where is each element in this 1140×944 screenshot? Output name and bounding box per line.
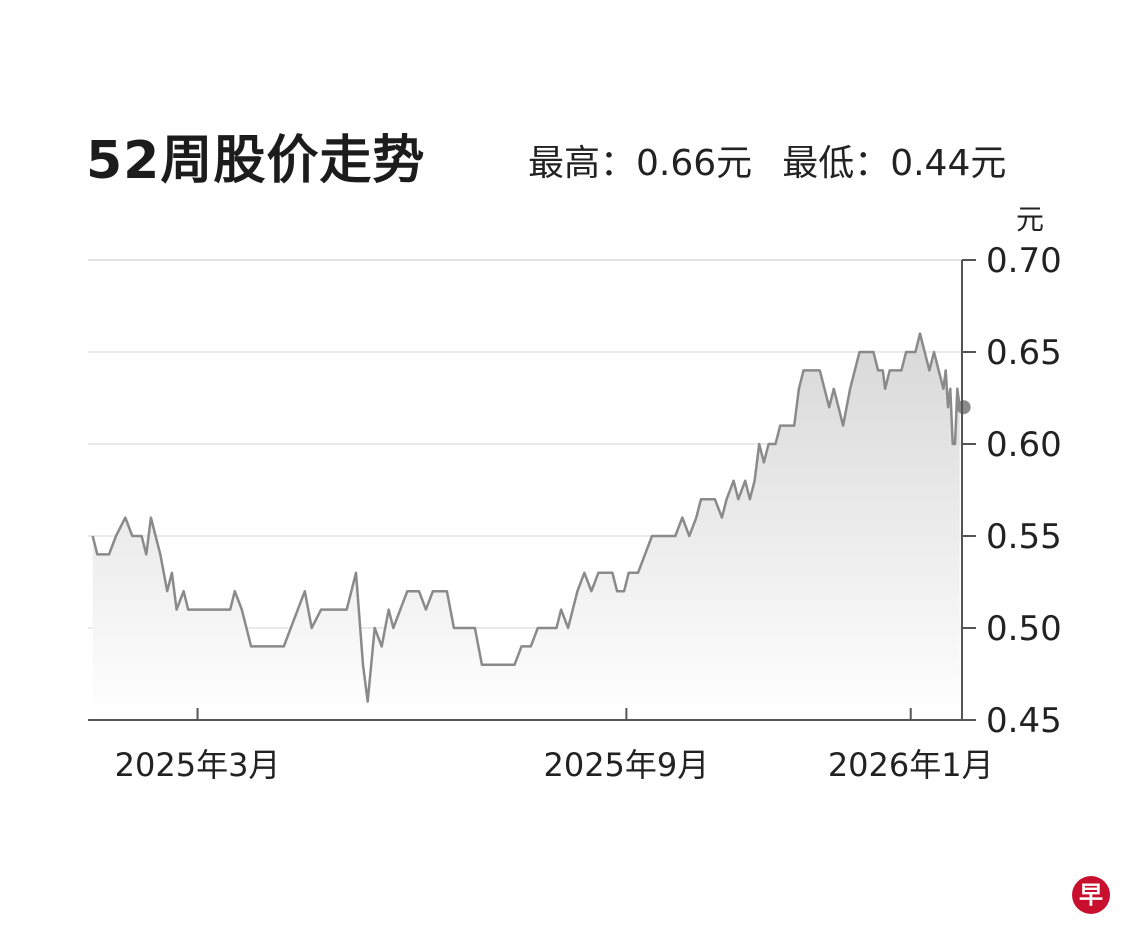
y-tick-label: 0.55 bbox=[986, 517, 1062, 557]
price-range-summary: 最高：0.66元 最低：0.44元 bbox=[528, 134, 1006, 186]
low-label: 最低： bbox=[782, 143, 891, 184]
price-line bbox=[91, 332, 961, 703]
x-tick-label: 2025年9月 bbox=[543, 746, 709, 784]
high-value: 0.66元 bbox=[636, 143, 753, 184]
chart-title: 52周股价走势 bbox=[86, 131, 426, 191]
high-label: 最高： bbox=[528, 143, 637, 184]
y-tick-label: 0.50 bbox=[986, 609, 1062, 649]
y-tick-label: 0.65 bbox=[986, 333, 1062, 373]
y-tick-label: 0.70 bbox=[986, 241, 1062, 281]
low-value: 0.44元 bbox=[890, 143, 1007, 184]
tick-labels: 0.45 0.50 0.55 0.60 0.65 0.70 2025年3月 2025年9月 20… bbox=[115, 241, 1062, 784]
y-axis-unit-label: 元 bbox=[1016, 203, 1045, 236]
y-tick-label: 0.60 bbox=[986, 425, 1062, 465]
last-price-marker bbox=[956, 400, 971, 415]
y-tick-label: 0.45 bbox=[986, 701, 1062, 741]
brand-logo: 早 bbox=[1072, 876, 1110, 914]
price-area-fill bbox=[92, 333, 960, 720]
axes bbox=[88, 259, 976, 721]
x-tick-label: 2025年3月 bbox=[115, 746, 281, 784]
x-tick-label: 2026年1月 bbox=[828, 746, 994, 784]
